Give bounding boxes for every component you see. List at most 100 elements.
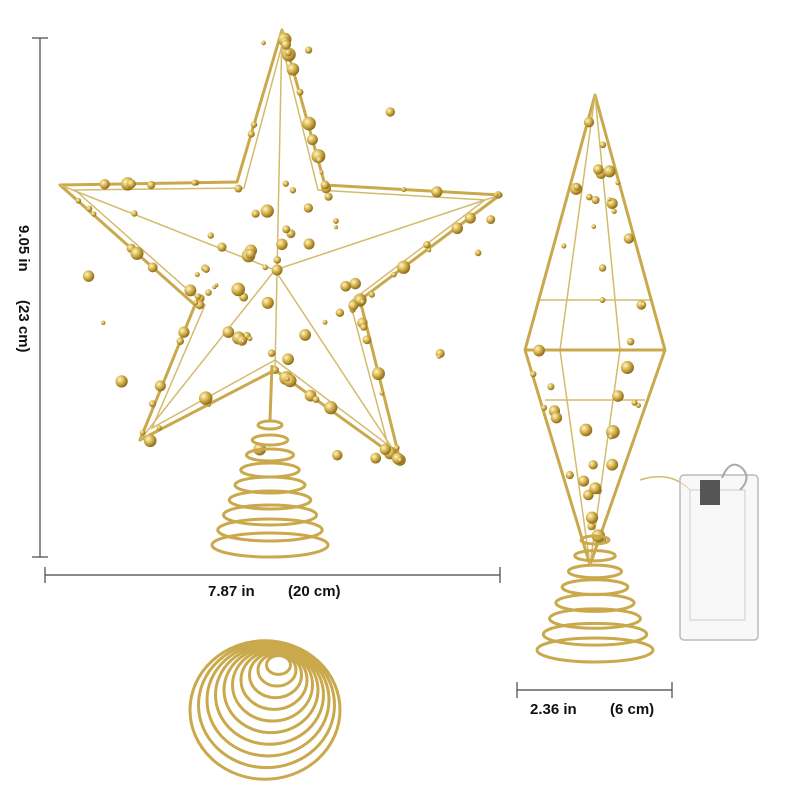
bead bbox=[349, 277, 361, 290]
bead bbox=[371, 367, 385, 381]
bead bbox=[333, 218, 339, 224]
bead bbox=[212, 284, 217, 290]
bead bbox=[599, 297, 606, 303]
bead bbox=[100, 320, 106, 326]
battery-box bbox=[679, 463, 759, 641]
bead bbox=[385, 107, 395, 117]
bead bbox=[86, 205, 93, 212]
bead bbox=[267, 349, 276, 357]
bead bbox=[282, 353, 294, 366]
bead bbox=[589, 482, 602, 495]
bead bbox=[283, 374, 297, 388]
bead bbox=[75, 197, 82, 204]
height-cm: (23 cm) bbox=[15, 300, 32, 353]
bead bbox=[156, 425, 162, 431]
bead bbox=[222, 326, 235, 338]
wire-shape bbox=[548, 607, 642, 630]
side-width-cm: (6 cm) bbox=[610, 701, 654, 718]
bead bbox=[603, 165, 616, 178]
bead bbox=[247, 130, 255, 138]
bead bbox=[561, 243, 567, 249]
bead bbox=[147, 180, 156, 190]
bead bbox=[205, 289, 212, 296]
bead bbox=[494, 192, 499, 197]
side-width-dimension: 2.36 in (6 cm) bbox=[516, 682, 673, 718]
bead bbox=[636, 403, 642, 408]
bead bbox=[82, 270, 95, 282]
bead bbox=[593, 164, 604, 175]
bead bbox=[397, 457, 403, 463]
bead bbox=[340, 280, 351, 292]
beads bbox=[75, 32, 503, 466]
bead bbox=[530, 370, 537, 378]
bead bbox=[261, 296, 274, 309]
bead bbox=[579, 423, 593, 437]
bead bbox=[640, 301, 647, 308]
bead bbox=[286, 62, 300, 76]
wire-shape bbox=[231, 647, 314, 723]
width-dimension: 7.87 in (20 cm) bbox=[44, 567, 501, 600]
bead bbox=[194, 272, 200, 278]
side-width-inches: 2.36 in bbox=[530, 701, 577, 718]
bead bbox=[316, 156, 323, 163]
bead bbox=[368, 291, 375, 298]
bead bbox=[541, 404, 548, 411]
height-dimension: 9.05 in (23 cm) bbox=[15, 37, 48, 558]
wire-shape bbox=[700, 480, 720, 505]
bead bbox=[90, 211, 97, 217]
width-cm: (20 cm) bbox=[288, 583, 341, 600]
wire-shape bbox=[210, 531, 330, 559]
wire-shape bbox=[679, 474, 759, 641]
bead bbox=[176, 337, 185, 345]
bead bbox=[573, 183, 581, 191]
bead bbox=[598, 264, 607, 272]
wire-shape bbox=[233, 475, 307, 495]
bead bbox=[149, 400, 157, 408]
bead bbox=[245, 248, 256, 259]
wire-shape bbox=[222, 645, 320, 735]
bead bbox=[607, 197, 612, 202]
bead bbox=[436, 354, 442, 359]
bead bbox=[217, 242, 227, 252]
bead bbox=[585, 193, 593, 201]
wire-shape bbox=[573, 549, 617, 563]
bead bbox=[612, 390, 624, 402]
wire-shape bbox=[274, 29, 283, 371]
bead bbox=[284, 49, 292, 57]
wire-shape bbox=[256, 419, 284, 431]
width-inches: 7.87 in bbox=[208, 583, 255, 600]
bead bbox=[578, 475, 590, 487]
bead bbox=[599, 141, 607, 149]
wire-shape bbox=[248, 650, 303, 700]
wire-shape bbox=[265, 654, 292, 676]
bead bbox=[234, 184, 243, 193]
bead bbox=[631, 399, 638, 406]
bead bbox=[147, 262, 158, 273]
bead bbox=[474, 249, 482, 257]
bead bbox=[276, 238, 288, 251]
bead bbox=[550, 412, 563, 424]
beads bbox=[530, 117, 647, 544]
bead bbox=[312, 396, 320, 403]
wire-shape bbox=[256, 652, 298, 688]
bead bbox=[608, 433, 614, 440]
bead bbox=[299, 329, 312, 341]
bead bbox=[202, 265, 210, 273]
bead bbox=[304, 46, 313, 54]
bead bbox=[184, 284, 197, 297]
wire-shape bbox=[245, 447, 295, 463]
bead bbox=[282, 180, 289, 187]
wire-shape bbox=[250, 433, 290, 447]
wire-shape bbox=[197, 640, 336, 770]
spiral-base bbox=[535, 534, 655, 664]
bead bbox=[115, 375, 128, 388]
bead bbox=[250, 121, 258, 128]
bead bbox=[615, 180, 621, 186]
bead bbox=[606, 458, 619, 471]
bead bbox=[464, 212, 476, 224]
wire-shape bbox=[239, 461, 301, 479]
bead bbox=[296, 88, 304, 96]
wire-shape bbox=[188, 639, 342, 781]
